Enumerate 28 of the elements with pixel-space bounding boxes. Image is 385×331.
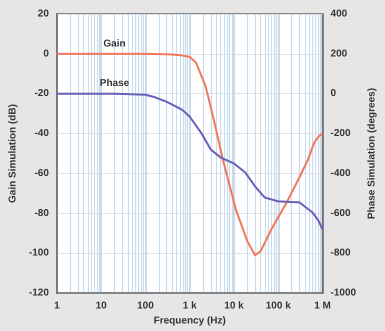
y-tick-label: -100 — [28, 248, 50, 259]
y-tick-label: -40 — [34, 128, 50, 140]
series-label: Phase — [100, 78, 130, 90]
x-axis-title: Frequency (Hz) — [154, 316, 226, 326]
y-tick-label: -60 — [34, 168, 50, 179]
y2-tick-label: -400 — [330, 168, 351, 179]
y2-tick-label: -600 — [330, 208, 351, 219]
series-label: Gain — [103, 38, 126, 50]
y-tick-label: -80 — [34, 208, 50, 219]
y2-tick-label: -1000 — [330, 288, 357, 299]
x-tick-label: 10 — [96, 300, 108, 312]
y2-tick-label: 200 — [330, 48, 348, 60]
y-tick-label: -120 — [28, 288, 50, 299]
y2-tick-label: -200 — [330, 128, 351, 140]
y-tick-label: -20 — [34, 88, 50, 100]
x-tick-label: 100 — [137, 300, 154, 312]
y2-tick-label: 0 — [330, 88, 337, 100]
x-tick-label: 1 — [54, 300, 60, 312]
x-tick-label: 100 k — [266, 300, 292, 312]
y-axis-title: Gain Simulation (dB) — [8, 104, 18, 203]
y2-axis-title: Phase Simulation (degrees) — [366, 88, 378, 220]
x-tick-label: 1 k — [182, 300, 198, 312]
y-tick-label: 20 — [38, 8, 50, 20]
y2-tick-label: 400 — [330, 8, 348, 20]
x-tick-label: 10 k — [224, 300, 244, 312]
x-tick-label: 1 M — [314, 300, 331, 312]
y-tick-label: 0 — [43, 48, 50, 60]
y2-tick-label: -800 — [330, 248, 351, 259]
